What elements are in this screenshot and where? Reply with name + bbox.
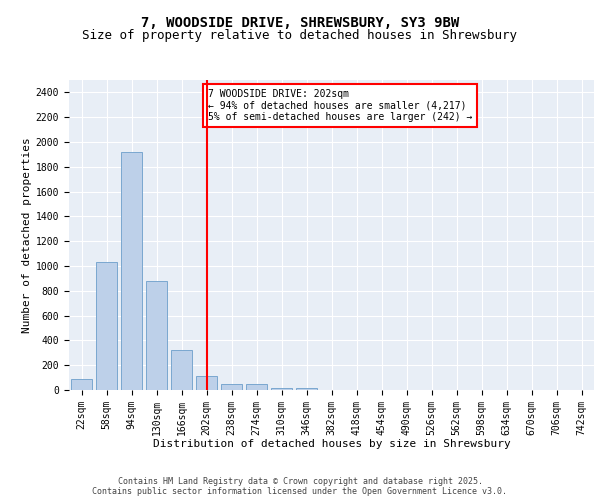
Text: Contains HM Land Registry data © Crown copyright and database right 2025.
Contai: Contains HM Land Registry data © Crown c… <box>92 476 508 496</box>
Bar <box>271 388 292 390</box>
Bar <box>296 388 317 390</box>
X-axis label: Distribution of detached houses by size in Shrewsbury: Distribution of detached houses by size … <box>152 439 511 449</box>
Text: 7, WOODSIDE DRIVE, SHREWSBURY, SY3 9BW: 7, WOODSIDE DRIVE, SHREWSBURY, SY3 9BW <box>141 16 459 30</box>
Bar <box>146 281 167 390</box>
Bar <box>246 384 267 390</box>
Text: Size of property relative to detached houses in Shrewsbury: Size of property relative to detached ho… <box>83 29 517 42</box>
Text: 7 WOODSIDE DRIVE: 202sqm
← 94% of detached houses are smaller (4,217)
5% of semi: 7 WOODSIDE DRIVE: 202sqm ← 94% of detach… <box>208 90 473 122</box>
Bar <box>196 376 217 390</box>
Y-axis label: Number of detached properties: Number of detached properties <box>22 137 32 333</box>
Bar <box>121 152 142 390</box>
Bar <box>171 350 192 390</box>
Bar <box>221 384 242 390</box>
Bar <box>71 379 92 390</box>
Bar <box>96 262 117 390</box>
